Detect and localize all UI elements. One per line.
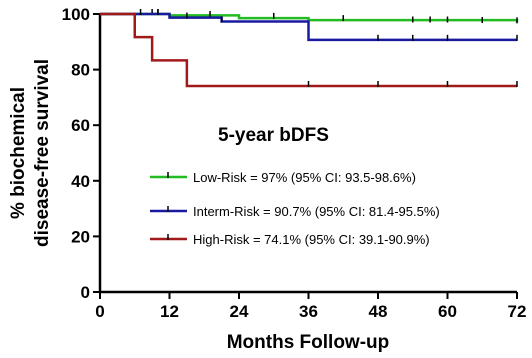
axes — [98, 14, 517, 294]
x-tick-label: 60 — [438, 302, 457, 321]
y-axis-title-line2: disease-free survival — [32, 59, 53, 247]
y-tick-label: 100 — [62, 5, 90, 24]
y-tick-label: 60 — [71, 116, 90, 135]
legend-label-2: High-Risk = 74.1% (95% CI: 39.1-90.9%) — [193, 232, 430, 247]
series-layer — [100, 9, 519, 88]
ticks: 0 12 24 36 48 60 72 0 20 40 60 80 100 — [62, 5, 527, 321]
legend: 5-year bDFS Low-Risk = 97% (95% CI: 93.5… — [150, 125, 440, 247]
x-tick-label: 12 — [160, 302, 179, 321]
y-tick-label: 80 — [71, 61, 90, 80]
y-tick-label: 0 — [81, 283, 90, 302]
x-tick-label: 0 — [95, 302, 104, 321]
legend-label-0: Low-Risk = 97% (95% CI: 93.5-98.6%) — [193, 170, 416, 185]
y-tick-label: 20 — [71, 227, 90, 246]
x-tick-label: 36 — [299, 302, 318, 321]
y-tick-label: 40 — [71, 172, 90, 191]
y-axis-title-line1: % biochemical — [8, 87, 29, 219]
legend-title: 5-year bDFS — [218, 125, 329, 146]
legend-label-1: Interm-Risk = 90.7% (95% CI: 81.4-95.5%) — [193, 204, 440, 219]
series-line-2 — [100, 12, 517, 88]
x-tick-label: 24 — [230, 302, 249, 321]
x-tick-label: 48 — [369, 302, 388, 321]
x-axis-title: Months Follow-up — [227, 332, 390, 353]
x-tick-label: 72 — [508, 302, 527, 321]
